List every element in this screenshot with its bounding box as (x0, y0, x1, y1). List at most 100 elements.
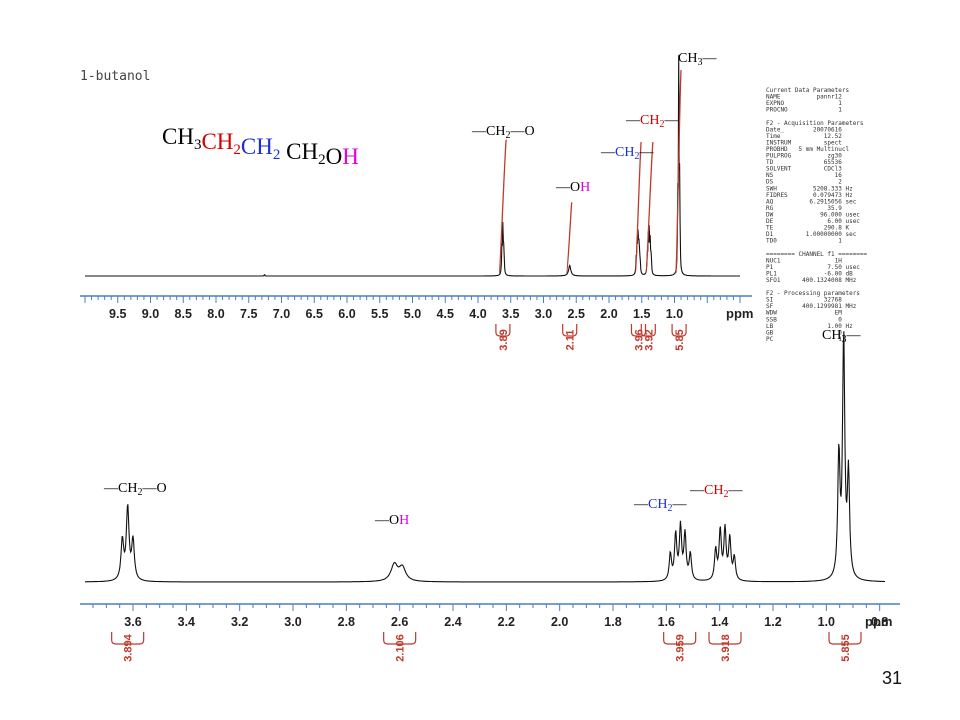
tick-label: 0.8 (871, 615, 888, 629)
integral-bracket (630, 324, 647, 337)
formula-part: CH (241, 134, 273, 159)
tick-label: 2.2 (498, 615, 515, 629)
formula-subscript: 3 (194, 137, 202, 153)
expanded-spectrum-plot: 3.6 3.4 3.2 3.0 2.8 2.6 2.4 2.2 2.0 1.8 1.6 1.4 1.2 1… (80, 331, 900, 662)
formula-part: CH (280, 139, 318, 164)
tick-label: 1.6 (658, 615, 675, 629)
formula-subscript: 2 (318, 152, 326, 168)
integral-bracket (708, 632, 742, 645)
peak-label-ch3-expanded: CH3— (822, 328, 861, 345)
parameter-line: PC 1 (766, 336, 842, 343)
tick-label: 9.5 (109, 307, 126, 321)
tick-label: 1.0 (818, 615, 835, 629)
tick-label: 3.5 (502, 307, 519, 321)
tick-label: 1.2 (764, 615, 781, 629)
integral-curve (565, 202, 573, 274)
parameter-line: SSB 0 (766, 316, 842, 323)
tick-label: 5.5 (371, 307, 388, 321)
parameter-line: PROBHD 5 mm Multinucl (766, 146, 849, 153)
parameter-line: DE 6.00 usec (766, 218, 860, 225)
integral-bracket (828, 632, 862, 645)
peak-label-oh-expanded: —OH (374, 513, 409, 528)
parameter-line: SI 32768 (766, 297, 842, 304)
page-number: 31 (882, 668, 902, 688)
tick-label: 3.2 (231, 615, 248, 629)
integral-bracket (562, 324, 578, 337)
tick-label: 3.0 (284, 615, 301, 629)
parameter-line: RG 35.9 (766, 205, 842, 212)
integral-curve (645, 141, 654, 274)
axis-unit-label: ppm (726, 306, 753, 321)
tick-label: 2.5 (568, 307, 585, 321)
peak-label-ch2-red: —CH2— (625, 113, 679, 130)
integral-value: 3.918 (720, 634, 732, 662)
tick-label: 2.6 (391, 615, 408, 629)
formula-subscript: 2 (233, 142, 241, 158)
parameter-line: FIDRES 0.079473 Hz (766, 192, 853, 199)
integral-value: 5.855 (840, 634, 852, 662)
integral-curve (498, 139, 507, 274)
integral-value: 2.11 (565, 330, 577, 351)
peak-label-ch2o-expanded: —CH2—O (103, 481, 167, 498)
parameter-line: TD0 1 (766, 238, 842, 245)
tick-label: 3.0 (535, 307, 552, 321)
integral-value: 3.959 (675, 634, 687, 662)
spectrum-trace (85, 55, 740, 277)
tick-label: 6.5 (306, 307, 323, 321)
tick-label: 2.0 (600, 307, 617, 321)
full-spectrum-plot: 9.5 9.0 8.5 8.0 7.5 7.0 6.5 6.0 5.5 5.0 4.5 4.0 3.5 3… (80, 55, 753, 351)
tick-label: 3.6 (124, 615, 141, 629)
peak-label-ch2-red-expanded: —CH2— (689, 483, 743, 500)
integral-value: 3.89 (498, 329, 510, 350)
parameter-line: PROCNO 1 (766, 107, 842, 114)
integral-bracket (671, 324, 687, 337)
tick-label: 8.5 (175, 307, 192, 321)
parameter-line: F2 - Acquisition Parameters (766, 120, 864, 127)
formula-part: CH (201, 129, 233, 154)
parameter-line: PULPROG zg30 (766, 153, 842, 160)
tick-label: 2.4 (444, 615, 461, 629)
tick-label: 5.0 (404, 307, 421, 321)
parameter-line: NS 16 (766, 172, 842, 179)
parameter-line: P1 7.50 usec (766, 264, 860, 271)
peak-assignment-labels: —CH2—O—OH—CH2——CH2—CH3——CH2—O—OH—CH2——CH… (103, 51, 861, 528)
parameter-line: Date_ 20070616 (766, 126, 842, 133)
integral-value: 3.894 (123, 633, 135, 661)
tick-label: 6.0 (338, 307, 355, 321)
peak-label-ch2-blue: —CH2— (600, 145, 654, 162)
integral-curve (634, 141, 642, 274)
formula-part: H (342, 144, 359, 169)
formula-subscript: 2 (273, 147, 281, 163)
parameter-line: Time 12.52 (766, 133, 842, 140)
tick-label: 3.4 (178, 615, 195, 629)
sample-label: 1-butanol (80, 69, 150, 84)
tick-label: 8.0 (207, 307, 224, 321)
integral-value: 5.85 (674, 329, 686, 350)
tick-label: 7.5 (240, 307, 257, 321)
parameter-line: NUC1 1H (766, 257, 842, 264)
peak-label-ch3: CH3— (678, 51, 717, 68)
parameter-line: NAME pannr12 (766, 94, 842, 101)
parameter-line: WDW EM (766, 310, 842, 317)
parameter-line: DS 2 (766, 179, 842, 186)
parameter-line: TE 290.8 K (766, 225, 849, 232)
parameter-line: EXPNO 1 (766, 100, 842, 107)
integral-bracket (495, 324, 511, 337)
parameter-line: Current Data Parameters (766, 87, 849, 94)
integral-bracket (640, 324, 656, 337)
integral-bracket (111, 632, 145, 645)
integral-value: 2.106 (395, 634, 407, 662)
parameter-line: F2 - Processing parameters (766, 290, 860, 297)
tick-label: 1.4 (711, 615, 728, 629)
tick-label: 1.8 (604, 615, 621, 629)
tick-label: 1.5 (633, 307, 650, 321)
parameter-line: ======== CHANNEL f1 ======== (766, 251, 868, 258)
tick-label: 4.0 (469, 307, 486, 321)
parameter-line: TD 65536 (766, 159, 842, 166)
tick-label: 7.0 (273, 307, 290, 321)
parameter-line: DW 96.000 usec (766, 211, 860, 218)
spectrum-trace (85, 331, 885, 583)
tick-label: 9.0 (142, 307, 159, 321)
